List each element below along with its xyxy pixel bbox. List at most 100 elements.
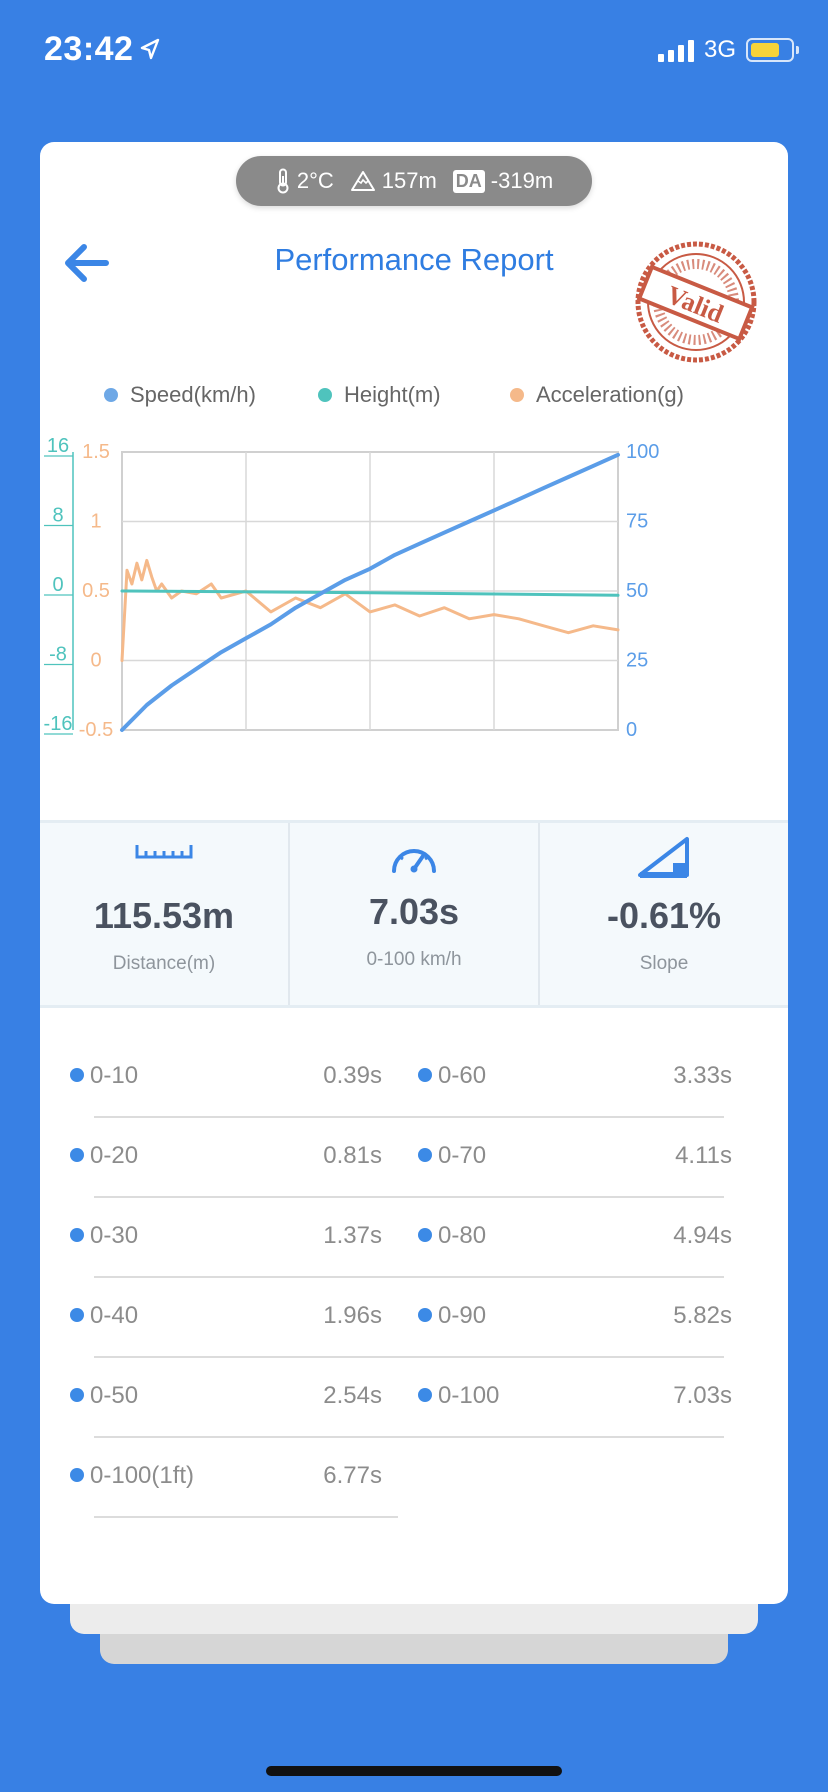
divider <box>94 1116 724 1118</box>
split-time: 0.39s <box>323 1062 382 1089</box>
split-label: 0-70 <box>438 1142 487 1169</box>
altitude-item: 157m <box>350 168 437 194</box>
speed-tick-label: 75 <box>626 511 648 533</box>
split-time: 0.81s <box>323 1142 382 1169</box>
split-dot <box>70 1228 84 1242</box>
back-button[interactable] <box>58 238 114 288</box>
temperature-value: 2°C <box>296 168 334 193</box>
legend-dot-speed <box>104 388 118 402</box>
split-row: 0-80 4.94s <box>410 1198 732 1278</box>
divider <box>94 1196 724 1198</box>
density-altitude-item: DA -319m <box>452 168 554 194</box>
da-badge: DA <box>452 169 485 193</box>
speed-tick-label: 50 <box>626 580 648 602</box>
environment-pill: 2°C 157m DA -319m <box>236 156 592 206</box>
accel-tick-label: 1 <box>90 511 101 533</box>
split-row: 0-100(1ft) 6.77s <box>62 1438 382 1518</box>
split-dot <box>418 1388 432 1402</box>
temperature-item: 2°C <box>275 168 334 194</box>
legend-speed[interactable]: Speed(km/h) <box>104 382 256 408</box>
height-tick-label: -8 <box>49 644 67 666</box>
legend-label-acceleration: Acceleration(g) <box>536 382 684 407</box>
status-indicators: 3G <box>657 36 799 64</box>
split-label: 0-30 <box>90 1222 139 1249</box>
split-label: 0-60 <box>438 1062 487 1089</box>
status-bar: 23:42 3G <box>0 0 828 100</box>
speedometer-icon <box>389 839 439 880</box>
height-tick-label: 16 <box>47 435 69 457</box>
split-time: 7.03s <box>673 1382 732 1409</box>
status-time: 23:42 <box>44 30 134 68</box>
chart-legend: Speed(km/h) Height(m) Acceleration(g) <box>60 378 780 418</box>
split-row: 0-70 4.11s <box>410 1118 732 1198</box>
split-row: 0-40 1.96s <box>62 1278 382 1358</box>
legend-label-height: Height(m) <box>344 382 441 407</box>
page-title: Performance Report <box>274 242 554 277</box>
ruler-icon <box>134 839 194 868</box>
height-tick-label: 0 <box>52 574 63 596</box>
series-line-accelerationg <box>120 558 620 662</box>
split-dot <box>418 1148 432 1162</box>
slope-icon <box>637 833 691 884</box>
split-dot <box>70 1468 84 1482</box>
height-tick-label: -16 <box>44 713 73 735</box>
axis-left-height: 16 8 0 -8 -16 <box>44 435 74 735</box>
divider <box>94 1276 724 1278</box>
split-time: 4.94s <box>673 1222 732 1249</box>
density-altitude-value: -319m <box>490 168 554 193</box>
split-row: 0-30 1.37s <box>62 1198 382 1278</box>
report-card: 2°C 157m DA -319m Performance Report Val… <box>40 142 788 1604</box>
split-label: 0-100(1ft) <box>90 1462 195 1489</box>
split-time: 1.37s <box>323 1222 382 1249</box>
axis-right-speed: 100 75 50 25 0 <box>626 441 659 741</box>
split-dot <box>418 1228 432 1242</box>
split-time: 3.33s <box>673 1062 732 1089</box>
divider <box>94 1356 724 1358</box>
metrics-panel: 115.53m Distance(m) 7.03s 0-100 km/h -0.… <box>40 820 788 1008</box>
split-dot <box>70 1068 84 1082</box>
split-time: 2.54s <box>323 1382 382 1409</box>
distance-label: Distance(m) <box>112 953 216 974</box>
legend-acceleration[interactable]: Acceleration(g) <box>510 382 684 408</box>
split-label: 0-20 <box>90 1142 139 1169</box>
split-time: 6.77s <box>323 1462 382 1489</box>
location-arrow-icon <box>140 38 160 65</box>
back-arrow-icon <box>65 244 109 282</box>
split-dot <box>70 1388 84 1402</box>
altitude-value: 157m <box>381 168 437 193</box>
series-line-speedkmh <box>120 452 620 732</box>
split-row: 0-10 0.39s <box>62 1038 382 1118</box>
accel-tick-label: 1.5 <box>82 441 110 463</box>
time-label: 0-100 km/h <box>366 949 462 970</box>
legend-height[interactable]: Height(m) <box>318 382 441 408</box>
network-type: 3G <box>703 36 736 63</box>
split-label: 0-100 <box>438 1382 500 1409</box>
mountain-icon <box>350 171 375 191</box>
axis-left-accel: 1.5 1 0.5 0 -0.5 <box>79 441 113 741</box>
speed-tick-label: 25 <box>626 650 648 672</box>
chart-series <box>120 452 620 732</box>
split-dot <box>418 1068 432 1082</box>
distance-value: 115.53m <box>93 895 235 936</box>
divider <box>94 1516 398 1518</box>
legend-dot-height <box>318 388 332 402</box>
split-time: 4.11s <box>675 1142 732 1169</box>
split-row: 0-50 2.54s <box>62 1358 382 1438</box>
split-label: 0-80 <box>438 1222 487 1249</box>
split-dot <box>70 1308 84 1322</box>
performance-chart: 16 8 0 -8 -16 1.5 1 0.5 0 -0.5 100 75 50 25 0 <box>40 430 788 790</box>
slope-label: Slope <box>639 953 689 974</box>
split-row: 0-100 7.03s <box>410 1358 732 1438</box>
thermometer-icon <box>277 168 289 194</box>
split-time: 1.96s <box>323 1302 382 1329</box>
split-label: 0-10 <box>90 1062 139 1089</box>
battery-icon <box>746 38 799 62</box>
legend-label-speed: Speed(km/h) <box>130 382 256 407</box>
accel-tick-label: 0 <box>90 650 101 672</box>
signal-icon <box>657 38 694 62</box>
speed-tick-label: 0 <box>626 719 637 741</box>
split-row: 0-20 0.81s <box>62 1118 382 1198</box>
split-time: 5.82s <box>673 1302 732 1329</box>
home-indicator[interactable] <box>266 1766 562 1776</box>
metric-time: 7.03s 0-100 km/h <box>290 823 540 1005</box>
